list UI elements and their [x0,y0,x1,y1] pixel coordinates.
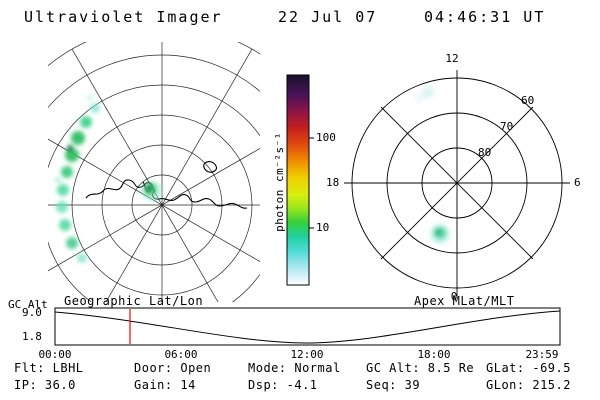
status-glon: GLon: 215.2 [486,378,571,392]
mlt-label-12: 12 [445,52,459,65]
coastline [85,161,248,209]
aurora-emission-center [142,181,162,201]
strip-ylabel: GC Alt [8,298,48,311]
strip-xtick-1200: 12:00 [290,348,324,361]
status-seq: Seq: 39 [366,378,421,392]
strip-xtick-2359: 23:59 [525,348,559,361]
page-title: Ultraviolet Imager [24,8,223,26]
magnetic-dial-panel [344,70,570,296]
aurora-emission-left [55,95,100,263]
strip-xtick-0000: 00:00 [38,348,72,361]
mlt-label-0: 0 [450,290,458,303]
right-panel-caption: Apex MLat/MLT [414,294,515,308]
status-door: Door: Open [134,361,212,375]
aurora-emission-dial [416,86,450,244]
strip-ytick-top: 9.0 [22,306,42,319]
mlat-label-60: 60 [521,94,535,107]
mlat-label-80: 80 [478,146,492,159]
altitude-strip [54,307,561,346]
strip-xtick-0600: 06:00 [164,348,198,361]
mlt-label-18: 18 [326,176,340,189]
strip-ytick-bottom: 1.8 [22,330,42,343]
status-glat: GLat: -69.5 [486,361,571,375]
status-gcalt: GC Alt: 8.5 Re [366,361,475,375]
colorbar-tick-label-100: 100 [316,131,336,144]
status-mode: Mode: Normal [248,361,341,375]
geographic-grid [48,42,260,302]
altitude-curve [54,310,561,344]
status-ip: IP: 36.0 [14,378,76,392]
date-label: 22 Jul 07 [278,8,378,26]
mlt-grid [344,70,570,296]
mlat-label-70: 70 [500,120,514,133]
geographic-map-panel [48,42,260,302]
colorbar [286,74,314,286]
mlt-label-6: 6 [574,176,581,189]
colorbar-tick-label-10: 10 [316,221,330,234]
time-label: 04:46:31 UT [424,8,546,26]
colorbar-units-label: photon cm⁻²s⁻¹ [273,132,286,232]
status-gain: Gain: 14 [134,378,196,392]
status-flt: Flt: LBHL [14,361,84,375]
left-panel-caption: Geographic Lat/Lon [64,294,204,308]
strip-xtick-1800: 18:00 [417,348,451,361]
status-dsp: Dsp: -4.1 [248,378,318,392]
